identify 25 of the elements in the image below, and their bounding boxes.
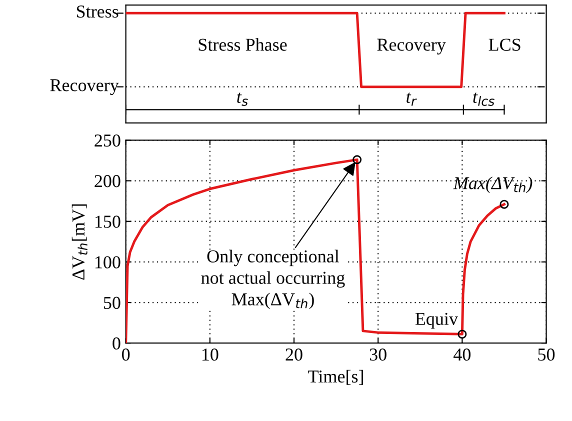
y-tick-label: 50 — [104, 296, 120, 309]
x-axis-title: Time[s] — [308, 370, 363, 385]
text: t$_{r}$ — [406, 92, 417, 106]
x-tick-label: 10 — [202, 348, 218, 361]
annotation: Stress Phase — [198, 38, 287, 51]
y-tick-label: 100 — [95, 256, 120, 268]
ref-line-label: Stress — [76, 6, 118, 18]
y-tick-label: 150 — [95, 216, 120, 228]
x-tick-label: 20 — [286, 348, 302, 361]
x-tick-label: 50 — [538, 348, 555, 361]
annotation: Max(ΔV$_{th}$) — [453, 176, 532, 193]
x-tick-label: 40 — [454, 348, 471, 361]
x-tick-label: 30 — [370, 348, 386, 361]
y-axis-title: ΔV$_{th}$[mV] — [72, 204, 88, 280]
annotation: Recovery — [377, 38, 446, 54]
ref-line-label: Recovery — [50, 79, 119, 96]
text: t$_{lcs}$ — [473, 92, 494, 106]
y-tick-label: 250 — [94, 134, 120, 147]
annotation: Only conceptional not actual occurring Max(ΔV$_{th}$) — [201, 250, 345, 310]
text: t$_{s}$ — [237, 92, 248, 106]
y-tick-label: 200 — [94, 175, 120, 188]
annotation: Equiv — [415, 312, 458, 329]
x-tick-label: 0 — [122, 348, 130, 361]
y-tick-label: 0 — [112, 337, 120, 350]
annotation: LCS — [488, 38, 520, 51]
